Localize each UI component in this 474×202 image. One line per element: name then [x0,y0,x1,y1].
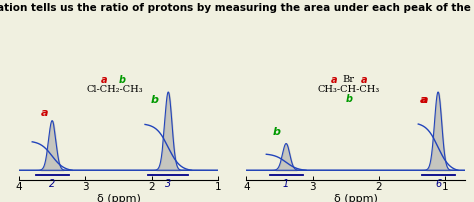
Text: 2: 2 [49,179,55,188]
Text: CH₃-CH-CH₃: CH₃-CH-CH₃ [318,84,380,93]
Text: a: a [330,74,337,84]
Text: Cl-CH₂-CH₃: Cl-CH₂-CH₃ [87,84,144,93]
Text: a: a [361,74,367,84]
Text: b: b [346,93,352,103]
Text: Br: Br [343,75,355,84]
X-axis label: δ (ppm): δ (ppm) [334,193,377,202]
Text: 6: 6 [435,179,441,188]
Text: 1: 1 [283,179,289,188]
Text: a: a [40,107,48,117]
X-axis label: δ (ppm): δ (ppm) [97,193,140,202]
Text: Integration tells us the ratio of protons by measuring the area under each peak : Integration tells us the ratio of proton… [0,3,474,13]
Text: a: a [420,94,427,104]
Text: a: a [421,94,428,104]
Text: b: b [151,94,159,104]
Text: b: b [118,74,125,84]
Text: b: b [272,126,280,136]
Text: a: a [100,74,107,84]
Text: 3: 3 [165,179,172,188]
